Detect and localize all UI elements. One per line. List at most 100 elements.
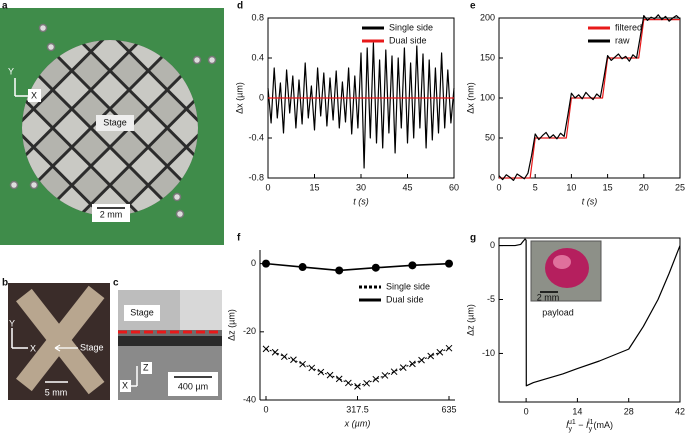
y-tick-label: 0 <box>490 172 495 182</box>
axis-arrows <box>14 78 30 97</box>
axis-label: Z <box>143 362 149 372</box>
plot-frame <box>498 237 681 403</box>
stage-tile <box>73 168 108 203</box>
scale-label: 5 mm <box>45 387 68 397</box>
stage-tile <box>35 130 70 165</box>
marker <box>335 375 343 383</box>
marker <box>381 372 389 379</box>
x-axis-label-part: l1 <box>588 419 594 426</box>
marker <box>371 263 380 272</box>
x-tick-label: 60 <box>449 182 459 192</box>
panel-label: g <box>470 233 476 244</box>
x-tick-label: 0 <box>263 404 268 414</box>
label-box <box>141 362 152 374</box>
x-axis-label: t (s) <box>353 196 369 206</box>
stage-tile <box>73 53 108 88</box>
x-tick-label: 28 <box>624 406 634 416</box>
marker <box>290 356 297 364</box>
legend-label: Single side <box>389 22 433 32</box>
stage-tile <box>74 245 108 279</box>
marker <box>354 383 361 390</box>
scale-label: 400 µm <box>178 381 208 391</box>
axis-label: X <box>30 343 36 353</box>
y-tick-label: -0.4 <box>248 132 264 142</box>
axis-label: Y <box>8 66 14 76</box>
scale-label: 2 mm <box>100 209 123 219</box>
payload-blob <box>545 248 589 288</box>
x-tick-label: 30 <box>356 182 366 192</box>
x-tick-label: 10 <box>566 182 576 192</box>
scale-box <box>168 372 218 396</box>
stage-tile <box>131 72 166 107</box>
marker <box>418 356 425 364</box>
label-box <box>28 89 41 102</box>
stage-tile <box>150 91 185 126</box>
marker <box>363 379 371 387</box>
series-line <box>499 19 680 179</box>
x-tick-label: 15 <box>603 182 613 192</box>
x-tick-label: 5 <box>533 182 538 192</box>
marker <box>445 344 453 352</box>
stage-label: Stage <box>103 117 127 127</box>
axis-arrows <box>11 328 28 349</box>
marker <box>298 263 307 272</box>
stage-label: Stage <box>80 342 104 352</box>
axis-label: X <box>31 90 37 100</box>
x-tick-label: 42 <box>675 406 685 416</box>
legend-label: Dual side <box>389 35 427 45</box>
y-tick-label: -20 <box>243 326 256 336</box>
x-tick-label: 0 <box>265 182 270 192</box>
stage-tile <box>22 111 51 145</box>
x-tick-label: 635 <box>441 404 456 414</box>
marker <box>299 360 306 368</box>
y-tick-label: -10 <box>482 348 495 358</box>
marker <box>408 261 417 270</box>
panel-label: a <box>2 1 8 12</box>
x-axis-label: t (s) <box>582 196 598 206</box>
legend-label: filtered <box>615 22 642 32</box>
x-axis-label: x (µm) <box>344 418 371 428</box>
x-tick-label: 25 <box>675 182 685 192</box>
marker <box>390 368 398 376</box>
x-tick-label: 0 <box>496 182 501 192</box>
y-axis-label: Δz (µm) <box>465 304 475 336</box>
series-line <box>499 238 681 387</box>
axis-label: X <box>122 380 128 390</box>
y-tick-label: -0.8 <box>248 172 264 182</box>
marker <box>326 371 334 379</box>
stage-tile <box>36 245 70 279</box>
x-axis-label-part: (mA) <box>594 420 614 430</box>
panel-label: e <box>470 1 476 12</box>
x-tick-label: 15 <box>309 182 319 192</box>
series-line <box>265 262 450 272</box>
marker <box>262 345 270 353</box>
stage-tile <box>112 130 147 165</box>
marker <box>317 368 325 376</box>
stage-tile <box>54 72 89 107</box>
marker <box>335 266 344 275</box>
cross-stage <box>16 285 105 395</box>
y-tick-label: 50 <box>485 132 495 142</box>
y-tick-label: 150 <box>480 52 495 62</box>
marker <box>372 375 380 383</box>
axis-label: Y <box>9 318 15 328</box>
photo-b: Y X Stage 5 mm <box>8 283 110 400</box>
label-box <box>96 115 134 131</box>
inset-caption: payload <box>542 307 574 317</box>
x-axis-label: Iyu1 − Iyl1(mA) <box>566 419 613 433</box>
x-tick-label: 0 <box>524 406 529 416</box>
series-line <box>267 42 455 169</box>
panel-label: f <box>237 233 241 244</box>
x-tick-label: 20 <box>639 182 649 192</box>
series-line <box>265 347 450 387</box>
stage-tile <box>284 111 318 145</box>
stage-tile <box>93 72 127 107</box>
stage-tile <box>54 111 89 145</box>
label-box <box>124 305 160 321</box>
stage-tile <box>112 245 146 279</box>
stage-tile <box>112 53 147 88</box>
series-line <box>498 14 681 181</box>
photo-c: Stage Z X 400 µm <box>118 290 222 400</box>
y-tick-label: 0 <box>251 258 256 268</box>
